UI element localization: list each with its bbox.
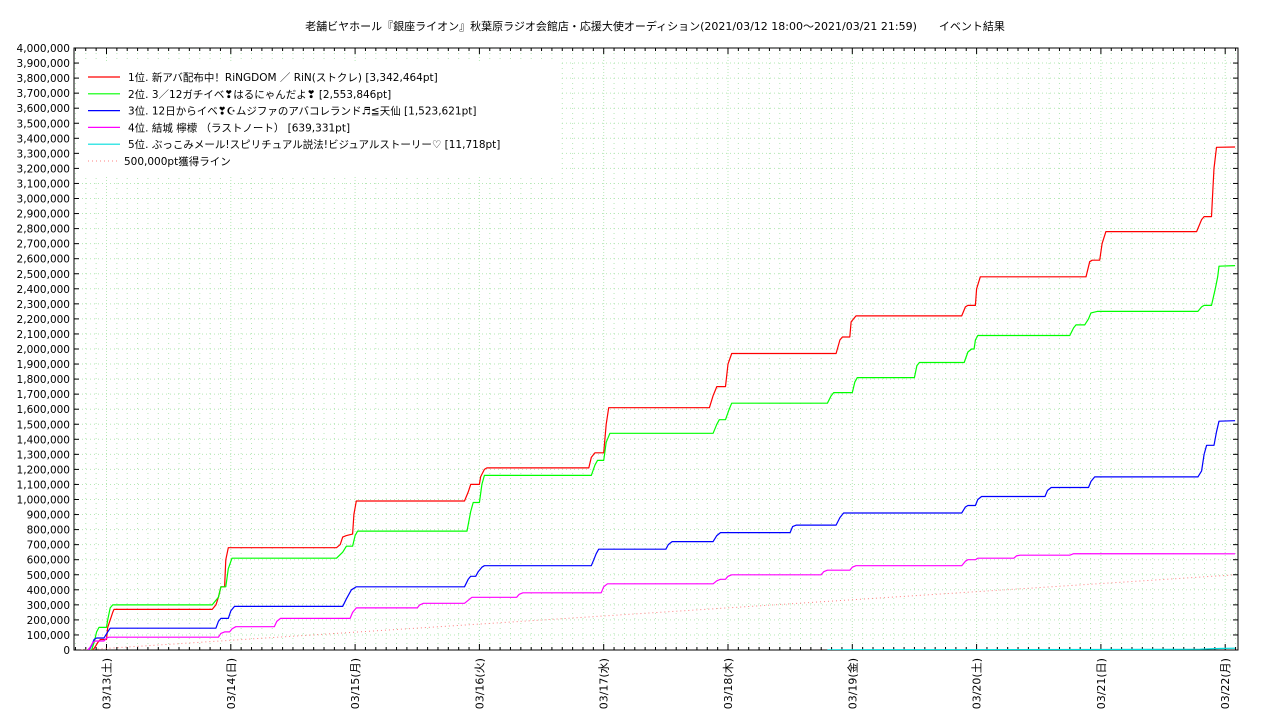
y-tick-label: 800,000 <box>27 525 70 537</box>
y-tick-label: 3,400,000 <box>17 133 70 145</box>
x-tick-label: 03/15(月) <box>349 658 362 709</box>
y-tick-label: 900,000 <box>27 510 70 522</box>
series-lines <box>81 146 1236 650</box>
x-tick-label: 03/20(土) <box>971 658 984 709</box>
y-tick-label: 0 <box>63 645 70 657</box>
series-line-2 <box>91 265 1236 650</box>
y-tick-label: 1,200,000 <box>17 464 70 476</box>
x-tick-label: 03/17(水) <box>598 658 611 709</box>
legend-label-4: 4位. 結城 檸檬 （ラストノート） [639,331pt] <box>128 121 350 134</box>
legend-box <box>82 62 560 176</box>
legend-label-3: 3位. 12日からイベ❣☪ムジファのアバコレランド♬≦天仙 [1,523,621… <box>128 105 476 118</box>
y-tick-label: 2,700,000 <box>17 239 70 251</box>
series-line-1 <box>91 146 1236 650</box>
y-tick-label: 600,000 <box>27 555 70 567</box>
y-tick-label: 2,400,000 <box>17 284 70 296</box>
x-tick-label: 03/16(火) <box>473 658 486 709</box>
series-line-5 <box>827 647 1236 650</box>
legend-label-2: 2位. 3／12ガチイベ❣はるにゃんだよ❣ [2,553,846pt] <box>128 88 391 101</box>
legend-label-1: 1位. 新アバ配布中！RiNGDOM ／ RiN(ストクレ) [3,342,46… <box>128 71 438 84</box>
y-tick-label: 2,600,000 <box>17 254 70 266</box>
x-tick-label: 03/21(日) <box>1095 658 1108 709</box>
y-tick-label: 2,000,000 <box>17 344 70 356</box>
y-tick-label: 1,000,000 <box>17 495 70 507</box>
y-tick-label: 3,600,000 <box>17 103 70 115</box>
x-tick-label: 03/22(月) <box>1219 658 1232 709</box>
legend-label-6: 500,000pt獲得ライン <box>124 155 231 168</box>
chart-title: 老舗ビヤホール『銀座ライオン』秋葉原ラジオ会館店・応援大使オーディション(202… <box>305 19 1005 33</box>
y-tick-label: 1,100,000 <box>17 479 70 491</box>
y-tick-label: 1,700,000 <box>17 389 70 401</box>
chart-title-group: 老舗ビヤホール『銀座ライオン』秋葉原ラジオ会館店・応援大使オーディション(202… <box>305 19 1005 33</box>
y-tick-label: 4,000,000 <box>17 43 70 55</box>
series-line-6 <box>81 574 1236 650</box>
y-tick-label: 1,800,000 <box>17 374 70 386</box>
y-tick-label: 1,500,000 <box>17 419 70 431</box>
y-tick-label: 2,200,000 <box>17 314 70 326</box>
y-tick-label: 1,600,000 <box>17 404 70 416</box>
y-tick-label: 400,000 <box>27 585 70 597</box>
x-tick-label: 03/18(木) <box>722 658 735 709</box>
legend-label-5: 5位. ぶっこみメール!スピリチュアル説法!ビジュアルストーリー♡ [11,71… <box>128 138 500 151</box>
x-tick-label: 03/14(日) <box>225 658 238 709</box>
y-tick-label: 1,300,000 <box>17 449 70 461</box>
y-tick-label: 3,700,000 <box>17 88 70 100</box>
y-tick-label: 1,900,000 <box>17 359 70 371</box>
x-tick-label: 03/13(土) <box>101 658 114 709</box>
y-axis: 0 100,000 200,000 300,000 400,000 500,000 600,… <box>17 43 1238 657</box>
y-tick-label: 3,800,000 <box>17 73 70 85</box>
y-tick-label: 100,000 <box>27 630 70 642</box>
y-tick-label: 3,500,000 <box>17 118 70 130</box>
series-line-4 <box>87 553 1236 650</box>
y-tick-label: 300,000 <box>27 600 70 612</box>
series-line-3 <box>88 420 1236 650</box>
y-tick-label: 3,200,000 <box>17 163 70 175</box>
y-tick-label: 500,000 <box>27 570 70 582</box>
y-tick-label: 3,100,000 <box>17 178 70 190</box>
y-tick-label: 3,300,000 <box>17 148 70 160</box>
y-tick-label: 2,300,000 <box>17 299 70 311</box>
y-tick-label: 2,100,000 <box>17 329 70 341</box>
y-tick-label: 2,900,000 <box>17 209 70 221</box>
y-tick-label: 1,400,000 <box>17 434 70 446</box>
y-tick-label: 2,800,000 <box>17 224 70 236</box>
y-tick-label: 200,000 <box>27 615 70 627</box>
y-tick-label: 2,500,000 <box>17 269 70 281</box>
y-tick-label: 3,000,000 <box>17 194 70 206</box>
y-tick-label: 3,900,000 <box>17 58 70 70</box>
y-tick-label: 700,000 <box>27 540 70 552</box>
legend: 1位. 新アバ配布中！RiNGDOM ／ RiN(ストクレ) [3,342,46… <box>82 62 560 176</box>
x-tick-label: 03/19(金) <box>845 658 859 709</box>
